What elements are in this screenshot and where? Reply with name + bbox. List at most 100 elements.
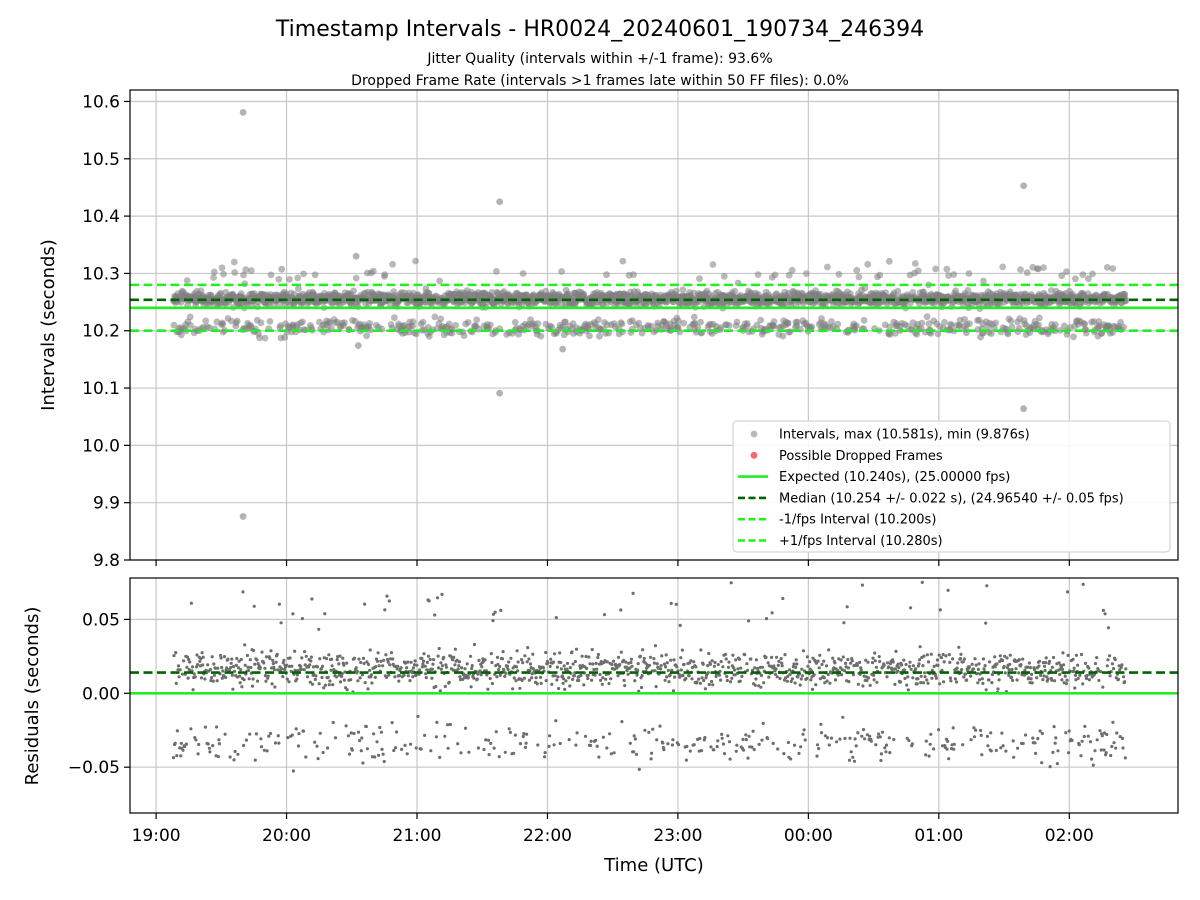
interval-point — [473, 316, 481, 324]
interval-point — [779, 332, 787, 340]
residual-point — [239, 657, 243, 662]
residual-point — [489, 741, 493, 746]
residual-point — [243, 663, 247, 667]
residual-point — [616, 674, 620, 678]
residual-point — [814, 683, 818, 687]
residual-point — [303, 650, 307, 654]
residual-point — [1110, 662, 1114, 666]
residuals-y-tick-label: 0.00 — [82, 684, 120, 704]
residual-point — [489, 652, 493, 656]
residual-point — [698, 736, 702, 741]
interval-point — [561, 318, 569, 326]
interval-point — [672, 287, 680, 295]
residual-point — [527, 657, 531, 661]
residual-point — [196, 663, 200, 667]
residual-point — [917, 662, 921, 666]
residual-point — [440, 592, 444, 597]
residual-point — [817, 666, 821, 670]
residual-point — [534, 676, 538, 680]
residual-point — [370, 681, 374, 685]
residual-point — [941, 652, 945, 657]
residual-point — [1120, 663, 1124, 667]
residual-point — [894, 649, 898, 654]
residual-point — [590, 647, 594, 652]
residual-point — [702, 678, 706, 683]
residual-point — [423, 664, 427, 668]
residual-point — [230, 673, 234, 677]
residual-point — [503, 674, 507, 679]
residual-point — [446, 723, 450, 727]
residuals-reference-lines — [130, 671, 1178, 695]
residual-point — [1111, 720, 1115, 724]
residual-point — [507, 727, 511, 731]
interval-point — [488, 289, 496, 296]
residual-point — [341, 656, 345, 660]
residuals-plot-frame — [129, 577, 1179, 814]
residual-point — [238, 681, 242, 685]
residual-point — [601, 676, 605, 680]
interval-point — [696, 275, 703, 283]
residual-point — [629, 660, 633, 665]
residual-point — [551, 660, 556, 664]
residual-point — [552, 743, 556, 747]
residual-point — [850, 659, 854, 663]
residual-point — [357, 657, 361, 661]
interval-point — [1063, 268, 1070, 276]
residual-point — [1034, 751, 1038, 756]
residual-point — [1073, 686, 1077, 690]
residual-point — [624, 660, 628, 664]
interval-outlier-point — [559, 345, 567, 353]
residual-point — [501, 650, 505, 654]
interval-point — [594, 316, 602, 324]
residual-point — [290, 733, 294, 737]
residual-point — [584, 654, 588, 659]
residual-point — [687, 674, 691, 678]
residual-point — [685, 744, 689, 749]
interval-point — [452, 321, 459, 329]
residual-point — [236, 752, 240, 756]
residual-point — [662, 748, 666, 752]
residual-point — [639, 685, 644, 690]
residual-point — [1067, 729, 1071, 733]
residual-point — [556, 675, 560, 679]
residual-point — [484, 738, 488, 742]
residual-point — [1021, 657, 1025, 661]
intervals-reference-lines — [130, 283, 1178, 333]
residual-point — [689, 659, 693, 663]
residual-point — [1119, 665, 1123, 670]
residual-point — [320, 675, 324, 680]
residual-point — [949, 679, 953, 683]
residuals-grid — [130, 578, 1178, 813]
interval-point — [911, 260, 919, 267]
residual-point — [749, 657, 753, 661]
residual-point — [378, 725, 382, 730]
residual-point — [995, 662, 999, 666]
legend-label: Intervals, max (10.581s), min (9.876s) — [779, 428, 1030, 443]
residual-point — [252, 604, 256, 608]
interval-point — [261, 334, 269, 342]
residual-point — [788, 672, 792, 677]
residual-point — [1059, 665, 1063, 669]
residual-point — [672, 658, 676, 662]
residual-point — [229, 661, 233, 665]
residual-point — [541, 666, 546, 670]
residual-point — [189, 727, 193, 731]
residual-point — [902, 658, 906, 662]
residual-point — [888, 751, 892, 755]
residual-point — [999, 746, 1003, 750]
residual-point — [893, 667, 898, 671]
residual-point — [692, 743, 696, 747]
residual-point — [671, 738, 675, 742]
residual-point — [747, 734, 751, 738]
residual-point — [498, 664, 502, 669]
residual-point — [962, 657, 967, 661]
residual-point — [947, 653, 951, 657]
residual-point — [273, 741, 278, 745]
residual-point — [789, 679, 793, 684]
residual-point — [976, 681, 980, 685]
residual-point — [520, 658, 524, 662]
residual-point — [212, 673, 216, 677]
residual-point — [703, 687, 708, 691]
residual-point — [820, 662, 824, 667]
